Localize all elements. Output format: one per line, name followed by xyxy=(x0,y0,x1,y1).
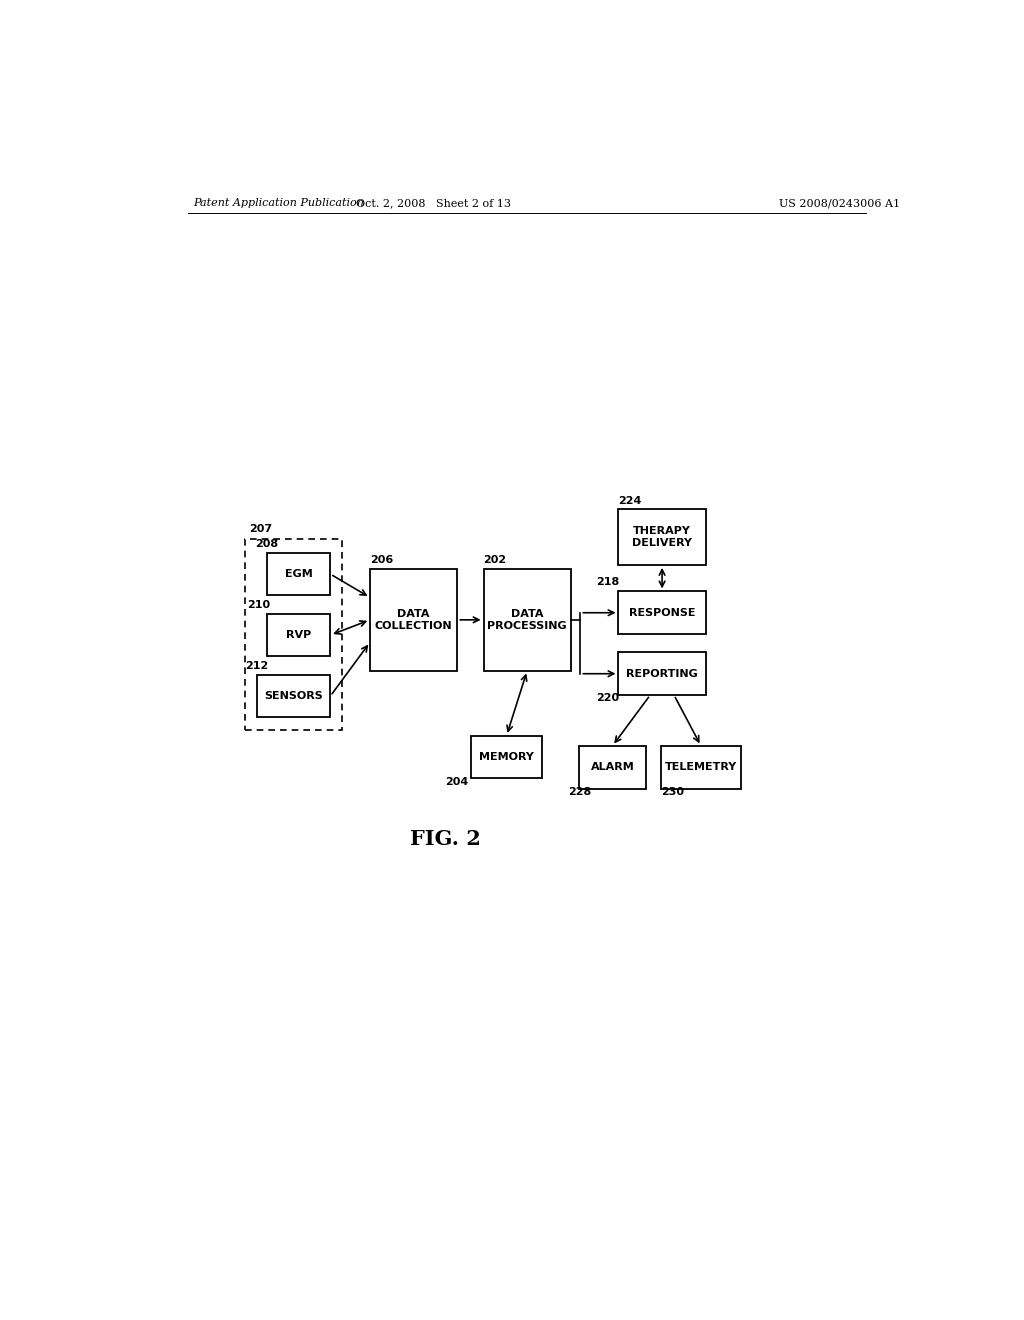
Bar xyxy=(471,735,543,779)
Text: 208: 208 xyxy=(255,539,279,549)
Text: FIG. 2: FIG. 2 xyxy=(410,829,481,849)
Text: RESPONSE: RESPONSE xyxy=(629,607,695,618)
Text: RVP: RVP xyxy=(286,630,311,640)
Bar xyxy=(618,652,706,696)
Text: Patent Application Publication: Patent Application Publication xyxy=(194,198,364,209)
Text: DATA
PROCESSING: DATA PROCESSING xyxy=(487,609,567,631)
Text: 218: 218 xyxy=(596,577,620,587)
Text: 224: 224 xyxy=(618,496,642,506)
Bar xyxy=(618,510,706,565)
Text: THERAPY
DELIVERY: THERAPY DELIVERY xyxy=(632,527,692,548)
Bar xyxy=(267,553,331,595)
Text: EGM: EGM xyxy=(285,569,312,579)
Text: 207: 207 xyxy=(249,524,271,535)
Bar xyxy=(370,569,458,671)
Text: 212: 212 xyxy=(246,661,268,671)
Bar xyxy=(483,569,570,671)
Text: 206: 206 xyxy=(370,554,393,565)
Text: DATA
COLLECTION: DATA COLLECTION xyxy=(375,609,453,631)
Bar xyxy=(267,614,331,656)
Text: MEMORY: MEMORY xyxy=(479,752,534,762)
Text: ALARM: ALARM xyxy=(591,762,634,772)
Text: 220: 220 xyxy=(596,693,620,704)
Bar xyxy=(257,675,331,718)
Text: Oct. 2, 2008   Sheet 2 of 13: Oct. 2, 2008 Sheet 2 of 13 xyxy=(356,198,511,209)
Text: 210: 210 xyxy=(247,599,270,610)
Bar xyxy=(662,746,740,788)
Text: 202: 202 xyxy=(483,554,507,565)
Text: REPORTING: REPORTING xyxy=(627,669,698,678)
Text: 228: 228 xyxy=(568,787,592,797)
Text: 204: 204 xyxy=(445,776,469,787)
Text: 230: 230 xyxy=(662,787,684,797)
Bar xyxy=(618,591,706,634)
Text: US 2008/0243006 A1: US 2008/0243006 A1 xyxy=(778,198,900,209)
Bar xyxy=(246,539,342,730)
Text: TELEMETRY: TELEMETRY xyxy=(665,762,737,772)
Bar xyxy=(579,746,646,788)
Text: SENSORS: SENSORS xyxy=(264,692,324,701)
